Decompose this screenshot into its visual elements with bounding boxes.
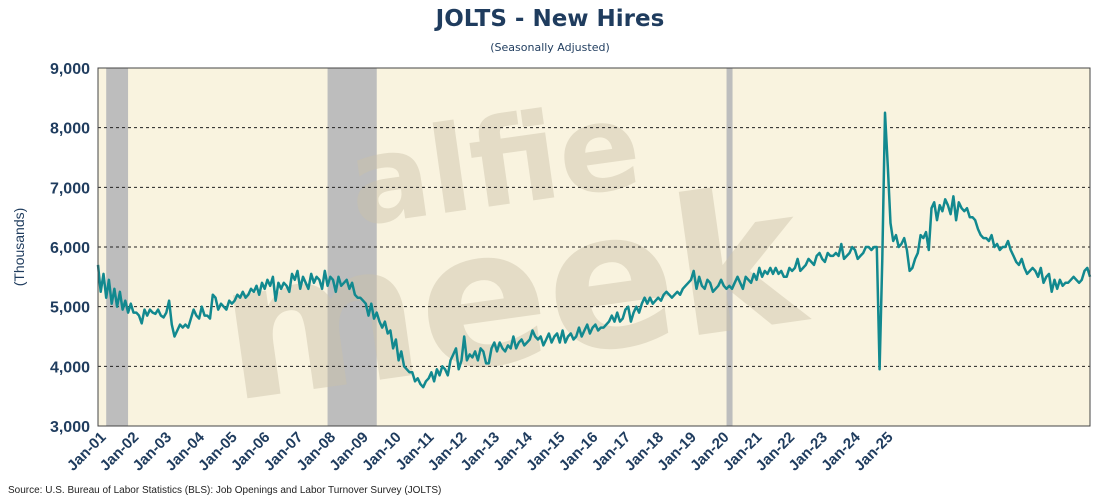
source-note: Source: U.S. Bureau of Labor Statistics … bbox=[8, 485, 442, 496]
y-tick-label: 7,000 bbox=[50, 180, 90, 197]
series-layer bbox=[96, 111, 1092, 389]
y-tick-label: 3,000 bbox=[50, 419, 90, 436]
y-axis-ticks: 3,000 4,000 5,000 6,000 7,000 8,000 9,000 bbox=[50, 61, 90, 436]
x-axis-ticks: Jan-01Jan-02Jan-03Jan-04Jan-05Jan-06Jan-… bbox=[64, 428, 897, 474]
y-tick-label: 9,000 bbox=[50, 61, 90, 78]
y-axis-label: (Thousands) bbox=[11, 208, 27, 287]
series-line-new-hires bbox=[96, 111, 1092, 389]
plot-border bbox=[97, 67, 1091, 427]
chart-subtitle: (Seasonally Adjusted) bbox=[490, 41, 610, 54]
chart-title: JOLTS - New Hires bbox=[435, 6, 665, 32]
y-tick-label: 8,000 bbox=[50, 121, 90, 138]
plot-area bbox=[98, 68, 1090, 426]
y-tick-label: 6,000 bbox=[50, 240, 90, 257]
y-tick-label: 4,000 bbox=[50, 359, 90, 376]
y-tick-label: 5,000 bbox=[50, 300, 90, 317]
